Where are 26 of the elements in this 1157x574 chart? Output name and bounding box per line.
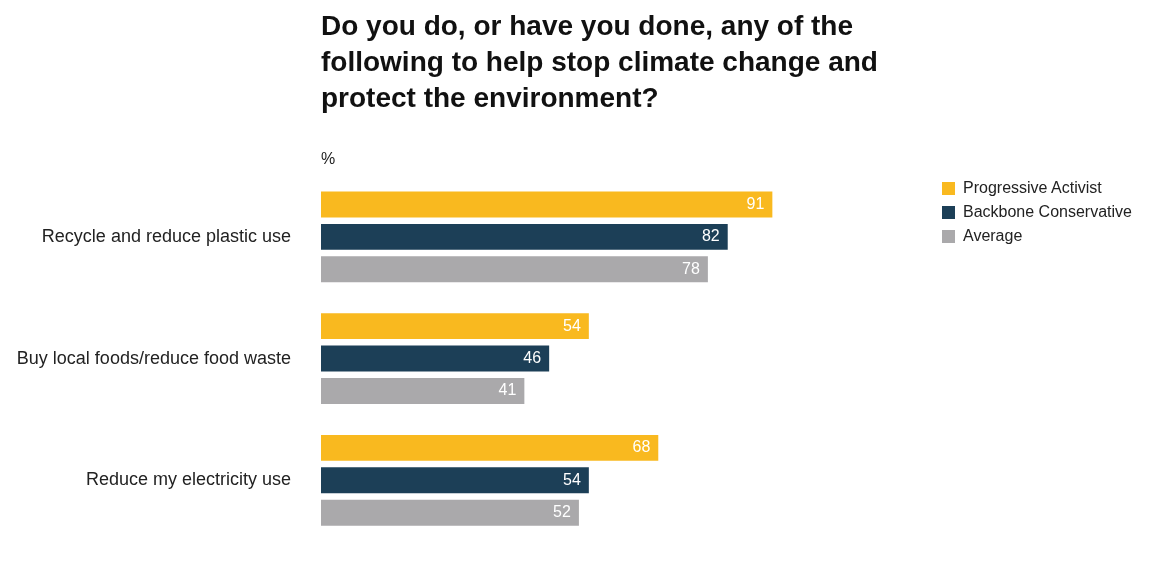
data-label: 68 xyxy=(632,438,651,456)
data-label: 78 xyxy=(682,259,700,277)
data-label: 82 xyxy=(701,227,720,245)
data-label: 91 xyxy=(746,194,765,212)
chart-title: Do you do, or have you done, any of the following to help stop climate change and protect the environment? xyxy=(321,9,879,115)
data-label: 46 xyxy=(523,349,542,367)
bar xyxy=(321,223,728,250)
data-label: 54 xyxy=(563,470,581,488)
y-tick-label: Buy local foods/reduce food waste xyxy=(16,347,291,368)
bar xyxy=(321,256,708,283)
bar xyxy=(321,499,579,526)
bar xyxy=(321,345,550,372)
legend-label: Backbone Conservative xyxy=(963,203,1132,221)
text: % xyxy=(321,150,336,168)
bar xyxy=(321,191,773,218)
legend-label: Average xyxy=(963,227,1023,245)
bar xyxy=(321,378,525,405)
bar xyxy=(321,434,659,461)
bar xyxy=(321,313,589,340)
data-label: 41 xyxy=(498,381,517,399)
data-label: 52 xyxy=(553,503,572,521)
legend-label: Progressive Activist xyxy=(963,179,1102,197)
data-label: 54 xyxy=(563,316,581,334)
bar xyxy=(321,467,589,494)
y-tick-label: Recycle and reduce plastic use xyxy=(41,225,291,246)
y-tick-label: Reduce my electricity use xyxy=(85,469,291,490)
